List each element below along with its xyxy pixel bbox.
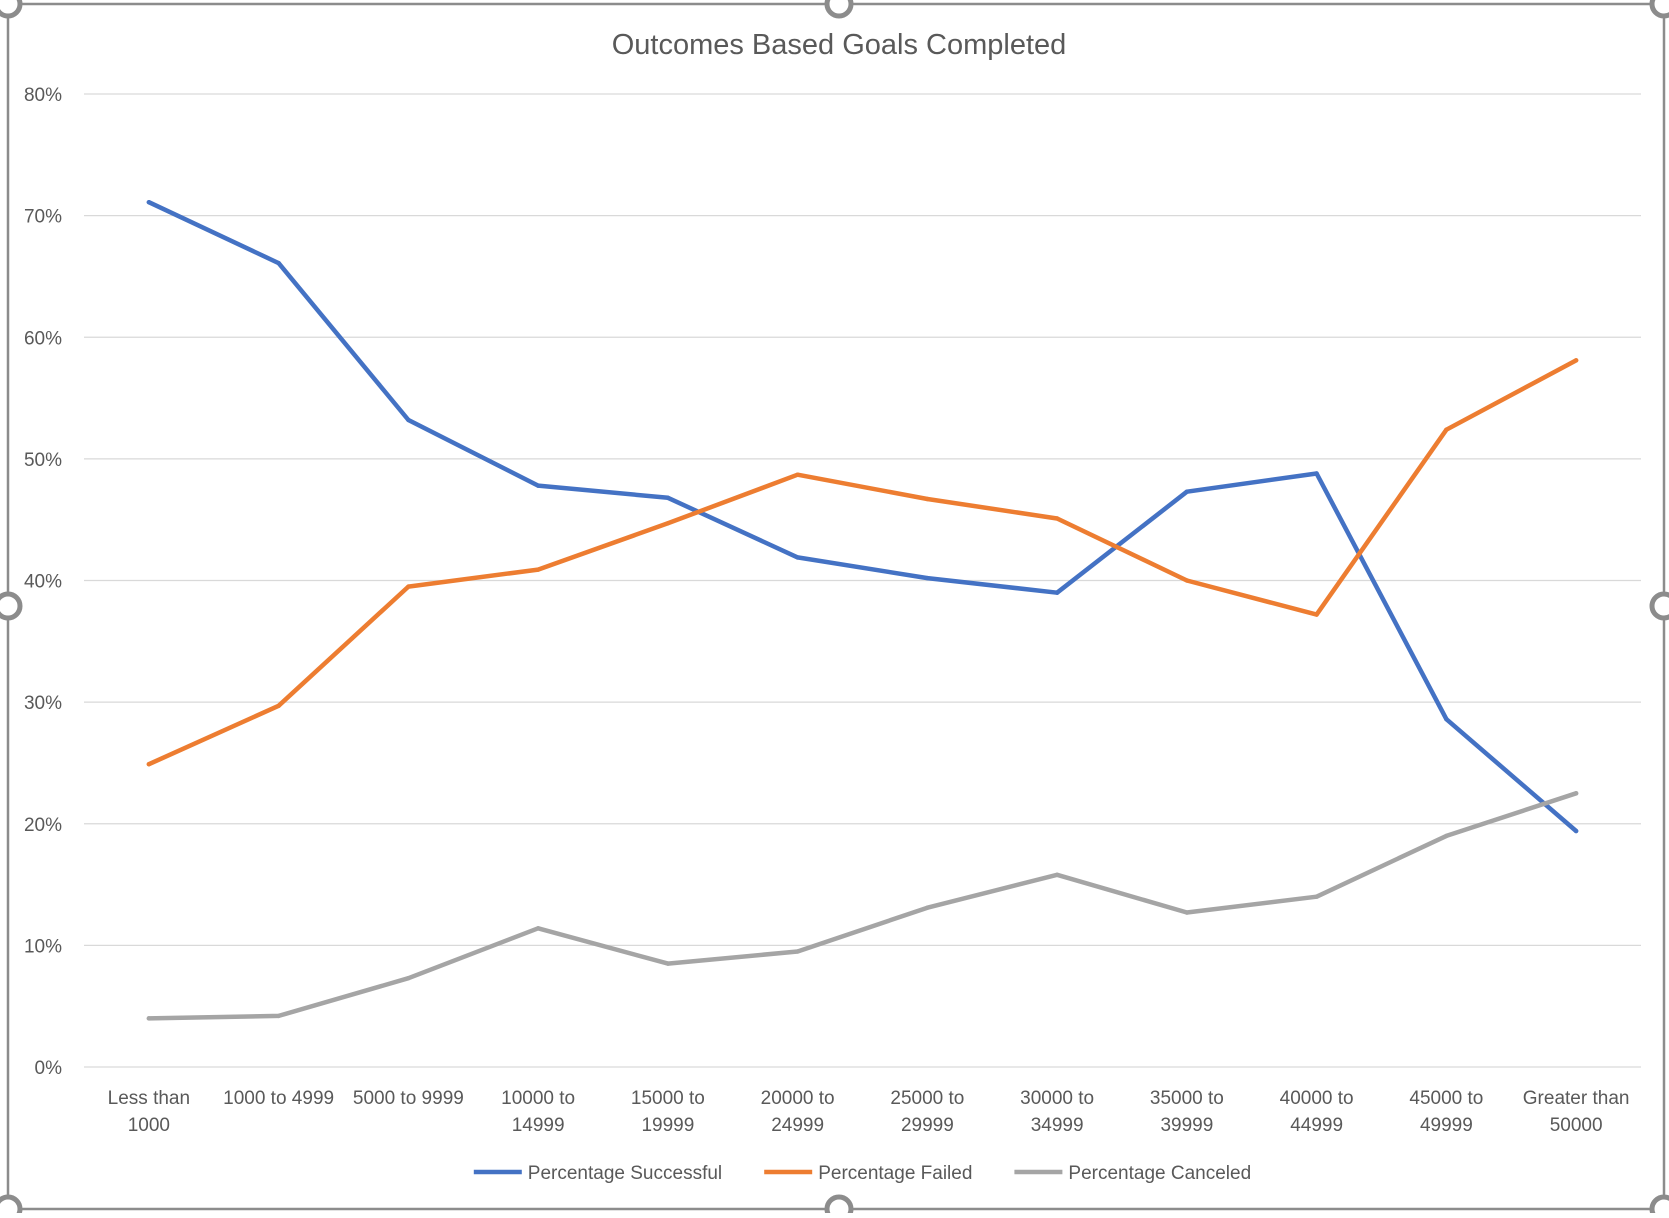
- y-tick-label: 50%: [24, 450, 62, 471]
- data-point[interactable]: [406, 584, 411, 589]
- data-point[interactable]: [925, 575, 930, 581]
- data-point[interactable]: [665, 961, 671, 966]
- data-point[interactable]: [146, 761, 152, 767]
- data-point[interactable]: [925, 496, 930, 502]
- x-tick-label: Less than 1000: [108, 1088, 190, 1136]
- y-tick-label: 70%: [24, 207, 62, 228]
- legend-label: Percentage Successful: [528, 1163, 722, 1184]
- data-point[interactable]: [795, 555, 800, 560]
- series-0[interactable]: [146, 199, 1579, 834]
- x-axis-tick-labels: Less than 1000 1000 to 4999 5000 to 9999 100…: [108, 1088, 1630, 1136]
- y-tick-label: 0%: [35, 1058, 63, 1079]
- data-point[interactable]: [406, 976, 411, 981]
- y-tick-label: 80%: [24, 85, 62, 106]
- legend-item[interactable]: Percentage Failed: [764, 1163, 972, 1184]
- series-line[interactable]: [146, 791, 1579, 1021]
- series-line[interactable]: [146, 199, 1579, 834]
- data-point[interactable]: [276, 1013, 281, 1019]
- resize-handle[interactable]: [0, 591, 23, 621]
- data-point[interactable]: [1444, 427, 1449, 432]
- data-point[interactable]: [1314, 894, 1319, 899]
- data-point[interactable]: [1054, 516, 1060, 521]
- resize-handle[interactable]: [1649, 1194, 1669, 1218]
- data-point[interactable]: [1184, 910, 1190, 915]
- data-point[interactable]: [795, 949, 800, 954]
- legend-item[interactable]: Percentage Canceled: [1014, 1163, 1251, 1184]
- data-point[interactable]: [1054, 872, 1060, 878]
- x-tick-label: 30000 to 34999: [1020, 1088, 1094, 1136]
- data-point[interactable]: [146, 200, 152, 205]
- x-tick-label: 1000 to 4999: [223, 1088, 334, 1109]
- x-tick-label: 10000 to 14999: [501, 1088, 575, 1136]
- data-point[interactable]: [1314, 612, 1319, 617]
- series-2[interactable]: [146, 791, 1579, 1021]
- data-point[interactable]: [925, 905, 930, 910]
- y-axis-tick-labels: 0% 10% 20% 30% 40% 50% 60% 70% 80%: [24, 85, 62, 1079]
- y-tick-label: 10%: [24, 936, 62, 957]
- chart-frame[interactable]: [6, 2, 1666, 1211]
- data-point[interactable]: [665, 521, 671, 526]
- resize-handle[interactable]: [824, 1194, 854, 1218]
- chart-title: Outcomes Based Goals Completed: [612, 29, 1067, 61]
- x-tick-label: 45000 to 49999: [1409, 1088, 1483, 1136]
- data-point[interactable]: [146, 1016, 152, 1021]
- data-point[interactable]: [1573, 828, 1579, 834]
- data-point[interactable]: [1444, 833, 1449, 839]
- data-point[interactable]: [276, 703, 281, 708]
- x-tick-label: 35000 to 39999: [1150, 1088, 1224, 1136]
- x-tick-label: 25000 to 29999: [890, 1088, 964, 1136]
- y-tick-label: 60%: [24, 328, 62, 349]
- data-point[interactable]: [665, 495, 671, 500]
- resize-handle[interactable]: [824, 0, 854, 19]
- data-point[interactable]: [1184, 489, 1190, 494]
- y-tick-label: 30%: [24, 693, 62, 714]
- y-tick-label: 20%: [24, 815, 62, 836]
- legend-label: Percentage Canceled: [1068, 1163, 1251, 1184]
- gridlines: [84, 93, 1641, 1068]
- data-point[interactable]: [1444, 716, 1449, 722]
- x-tick-label: 20000 to 24999: [761, 1088, 835, 1136]
- data-point[interactable]: [535, 926, 541, 931]
- data-point[interactable]: [1573, 791, 1579, 796]
- resize-handle[interactable]: [0, 1194, 23, 1218]
- series-line[interactable]: [146, 358, 1579, 767]
- data-point[interactable]: [1573, 358, 1579, 363]
- data-point[interactable]: [406, 417, 411, 423]
- legend: Percentage Successful Percentage Failed Pe…: [473, 1163, 1251, 1184]
- data-point[interactable]: [276, 260, 281, 266]
- y-tick-label: 40%: [24, 572, 62, 593]
- resize-handle[interactable]: [1649, 591, 1669, 621]
- x-tick-label: Greater than 50000: [1523, 1088, 1630, 1136]
- data-point[interactable]: [1054, 590, 1060, 595]
- resize-handle[interactable]: [0, 0, 23, 19]
- data-point[interactable]: [795, 472, 800, 477]
- series-1[interactable]: [146, 358, 1579, 767]
- legend-item[interactable]: Percentage Successful: [473, 1163, 722, 1184]
- x-tick-label: 5000 to 9999: [353, 1088, 464, 1109]
- data-point[interactable]: [535, 567, 541, 572]
- legend-label: Percentage Failed: [818, 1163, 972, 1184]
- x-tick-label: 40000 to 44999: [1280, 1088, 1354, 1136]
- data-point[interactable]: [535, 483, 541, 488]
- series-lines: [146, 199, 1579, 1021]
- data-point[interactable]: [1314, 471, 1319, 476]
- data-point[interactable]: [1184, 578, 1190, 583]
- x-tick-label: 15000 to 19999: [631, 1088, 705, 1136]
- resize-handle[interactable]: [1649, 0, 1669, 19]
